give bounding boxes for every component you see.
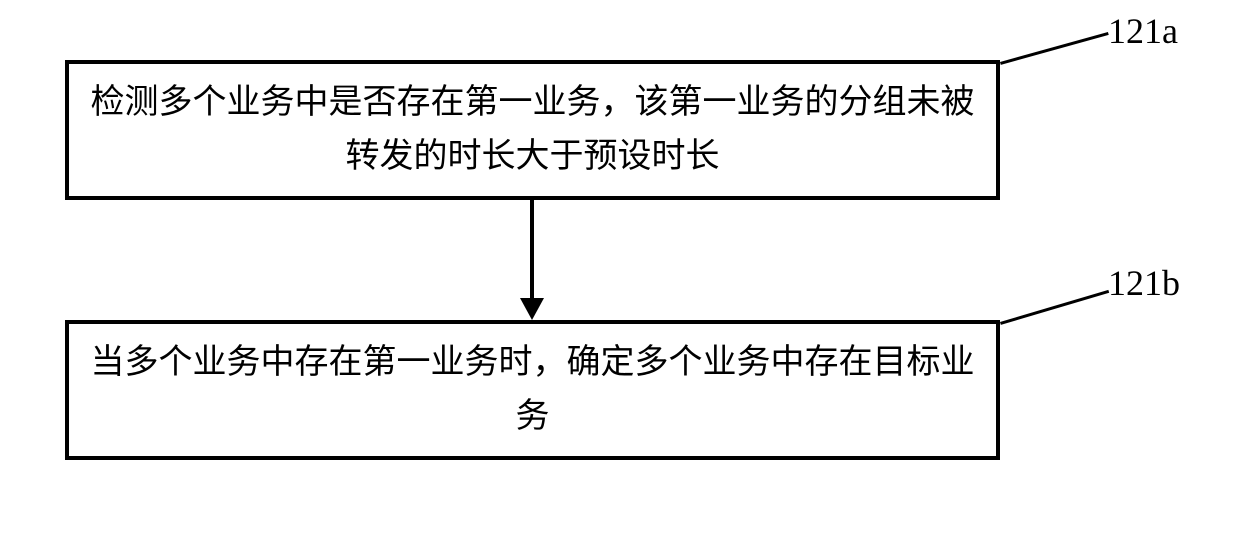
ref-label-121a: 121a <box>1108 10 1178 52</box>
flow-box-1: 检测多个业务中是否存在第一业务，该第一业务的分组未被转发的时长大于预设时长 <box>65 60 1000 200</box>
flow-box-1-text: 检测多个业务中是否存在第一业务，该第一业务的分组未被转发的时长大于预设时长 <box>89 76 976 185</box>
ref-label-121b: 121b <box>1108 262 1180 304</box>
leader-line-1 <box>1000 32 1109 65</box>
ref-label-121a-text: 121a <box>1108 11 1178 51</box>
diagram-canvas: 检测多个业务中是否存在第一业务，该第一业务的分组未被转发的时长大于预设时长 当多… <box>0 0 1240 533</box>
flow-box-2: 当多个业务中存在第一业务时，确定多个业务中存在目标业务 <box>65 320 1000 460</box>
leader-line-2 <box>1000 290 1109 325</box>
flow-box-2-text: 当多个业务中存在第一业务时，确定多个业务中存在目标业务 <box>89 336 976 445</box>
arrow-head-icon <box>520 298 544 323</box>
arrow-line <box>530 200 534 298</box>
ref-label-121b-text: 121b <box>1108 263 1180 303</box>
